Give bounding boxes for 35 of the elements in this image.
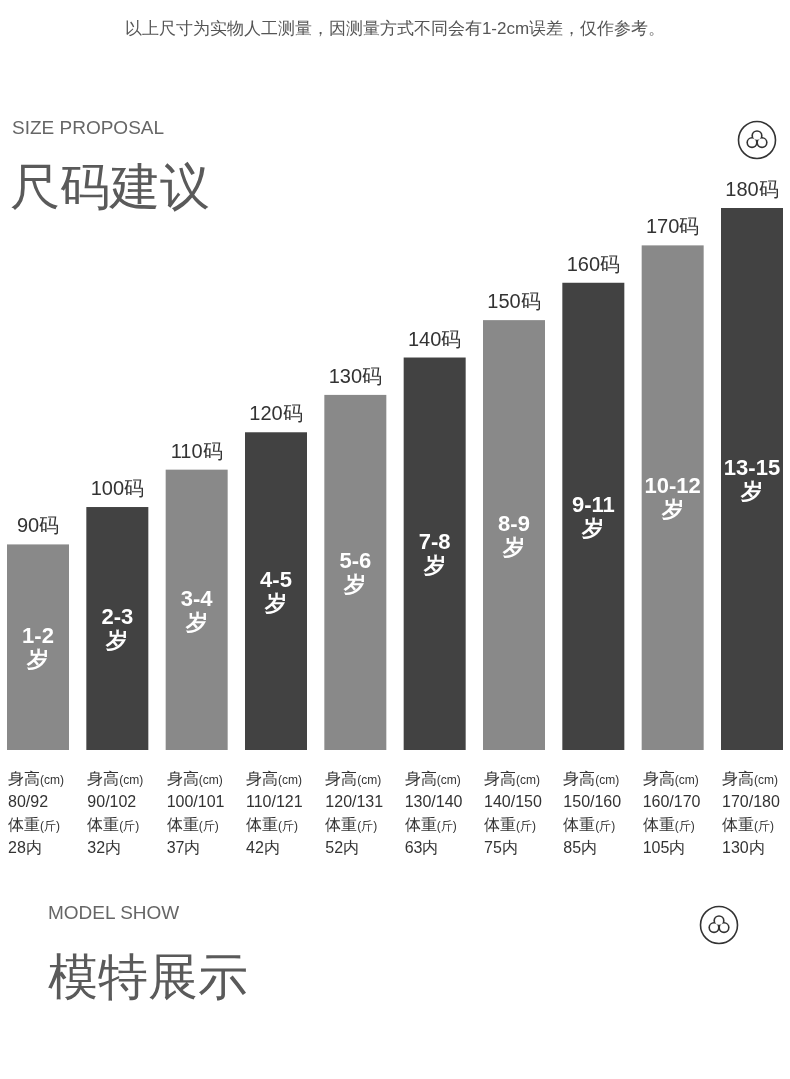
annotation: 3-4 岁 [180,585,213,635]
category-label: 身高(cm) 120/131 体重(斤) 52内 [325,770,384,856]
annotation: 13-15 岁 [723,454,781,504]
value-label: 90码 [16,514,60,537]
value-label: 130码 [328,364,382,387]
value-label: 120码 [249,402,303,425]
subtitle: SIZE PROPOSAL [12,117,165,138]
annotation: 1-2 岁 [22,622,54,672]
annotation: 4-5 岁 [260,566,292,616]
value-label: 160码 [566,252,620,275]
annotation: 2-3 岁 [101,604,134,654]
category-label: 身高(cm) 150/160 体重(斤) 85内 [563,770,622,856]
category-label: 身高(cm) 170/180 体重(斤) 130内 [722,770,780,856]
annotation: 9-11 岁 [571,492,615,542]
annotation: 模特展示 [48,949,248,1005]
category-label: 身高(cm) 140/150 体重(斤) 75内 [484,770,542,856]
annotation: 以上尺寸为实物人工测量，因测量方式不同会有1-2cm误差，仅作参考。 [124,19,666,38]
annotation: MODEL SHOW [48,902,180,923]
annotation: 8-9 岁 [498,510,530,560]
annotation: 5-6 岁 [339,548,372,598]
annotation: 7-8 岁 [418,529,451,579]
annotation: 10-12 岁 [644,473,701,523]
category-label: 身高(cm) 100/101 体重(斤) 37内 [166,770,225,856]
value-label: 180码 [725,178,779,200]
category-label: 身高(cm) 80/92 体重(斤) 28内 [8,770,64,856]
value-label: 110码 [170,439,223,462]
title: 尺码建议 [10,159,210,215]
category-label: 身高(cm) 130/140 体重(斤) 63内 [404,770,463,856]
value-label: 140码 [408,327,462,350]
category-label: 身高(cm) 90/102 体重(斤) 32内 [87,770,144,856]
category-label: 身高(cm) 160/170 体重(斤) 105内 [642,770,701,856]
value-label: 100码 [90,477,144,500]
value-label: 170码 [646,215,700,238]
category-label: 身高(cm) 110/121 体重(斤) 42内 [246,770,303,856]
value-label: 150码 [487,290,541,313]
